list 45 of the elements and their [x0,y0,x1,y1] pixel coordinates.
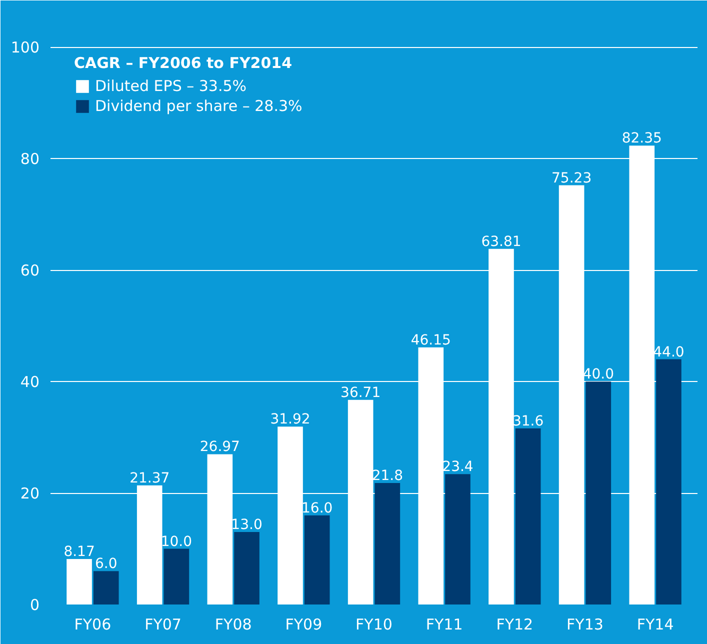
x-tick-label: FY13 [566,616,604,634]
y-tick-label: 60 [20,262,40,280]
bar [374,483,400,604]
x-tick-label: FY11 [426,616,463,634]
legend-title: CAGR – FY2006 to FY2014 [74,54,294,72]
x-tick-label: FY06 [74,616,112,634]
bar [93,571,119,604]
bar [234,532,260,604]
data-label: 46.15 [410,332,451,348]
data-label: 26.97 [200,439,240,456]
data-label: 10.0 [160,534,192,550]
bar [66,558,92,604]
data-label: 40.0 [582,366,614,383]
data-label: 82.35 [622,130,662,147]
x-tick-label: FY14 [636,616,674,634]
x-tick-label: FY07 [144,616,182,634]
data-label: 23.4 [442,459,474,476]
data-label: 44.0 [653,344,684,360]
legend-label: Diluted EPS – 33.5% [95,77,247,95]
bar [304,515,330,604]
data-label: 21.8 [372,468,404,484]
data-label: 63.81 [481,234,522,250]
bar [445,474,470,604]
bar [515,428,541,604]
legend-label: Dividend per share – 28.3% [95,97,302,115]
data-label: 21.37 [130,470,170,486]
x-tick-label: FY08 [214,616,252,634]
data-label: 36.71 [340,384,381,401]
data-label: 8.17 [64,544,95,560]
x-tick-label: FY09 [285,616,322,634]
y-tick-label: 0 [30,596,40,614]
data-label: 13.0 [231,517,262,534]
data-label: 6.0 [94,556,118,572]
y-tick-label: 100 [10,38,40,57]
data-label: 16.0 [302,500,333,516]
data-label: 31.92 [270,412,310,428]
y-tick-label: 80 [20,150,40,168]
data-label: 75.23 [552,170,592,186]
x-tick-label: FY12 [496,616,534,634]
bar [586,382,612,604]
y-tick-label: 20 [20,484,40,503]
x-tick-label: FY10 [356,616,392,634]
bar [656,359,682,604]
bar [164,548,190,604]
y-tick-label: 40 [20,373,40,392]
